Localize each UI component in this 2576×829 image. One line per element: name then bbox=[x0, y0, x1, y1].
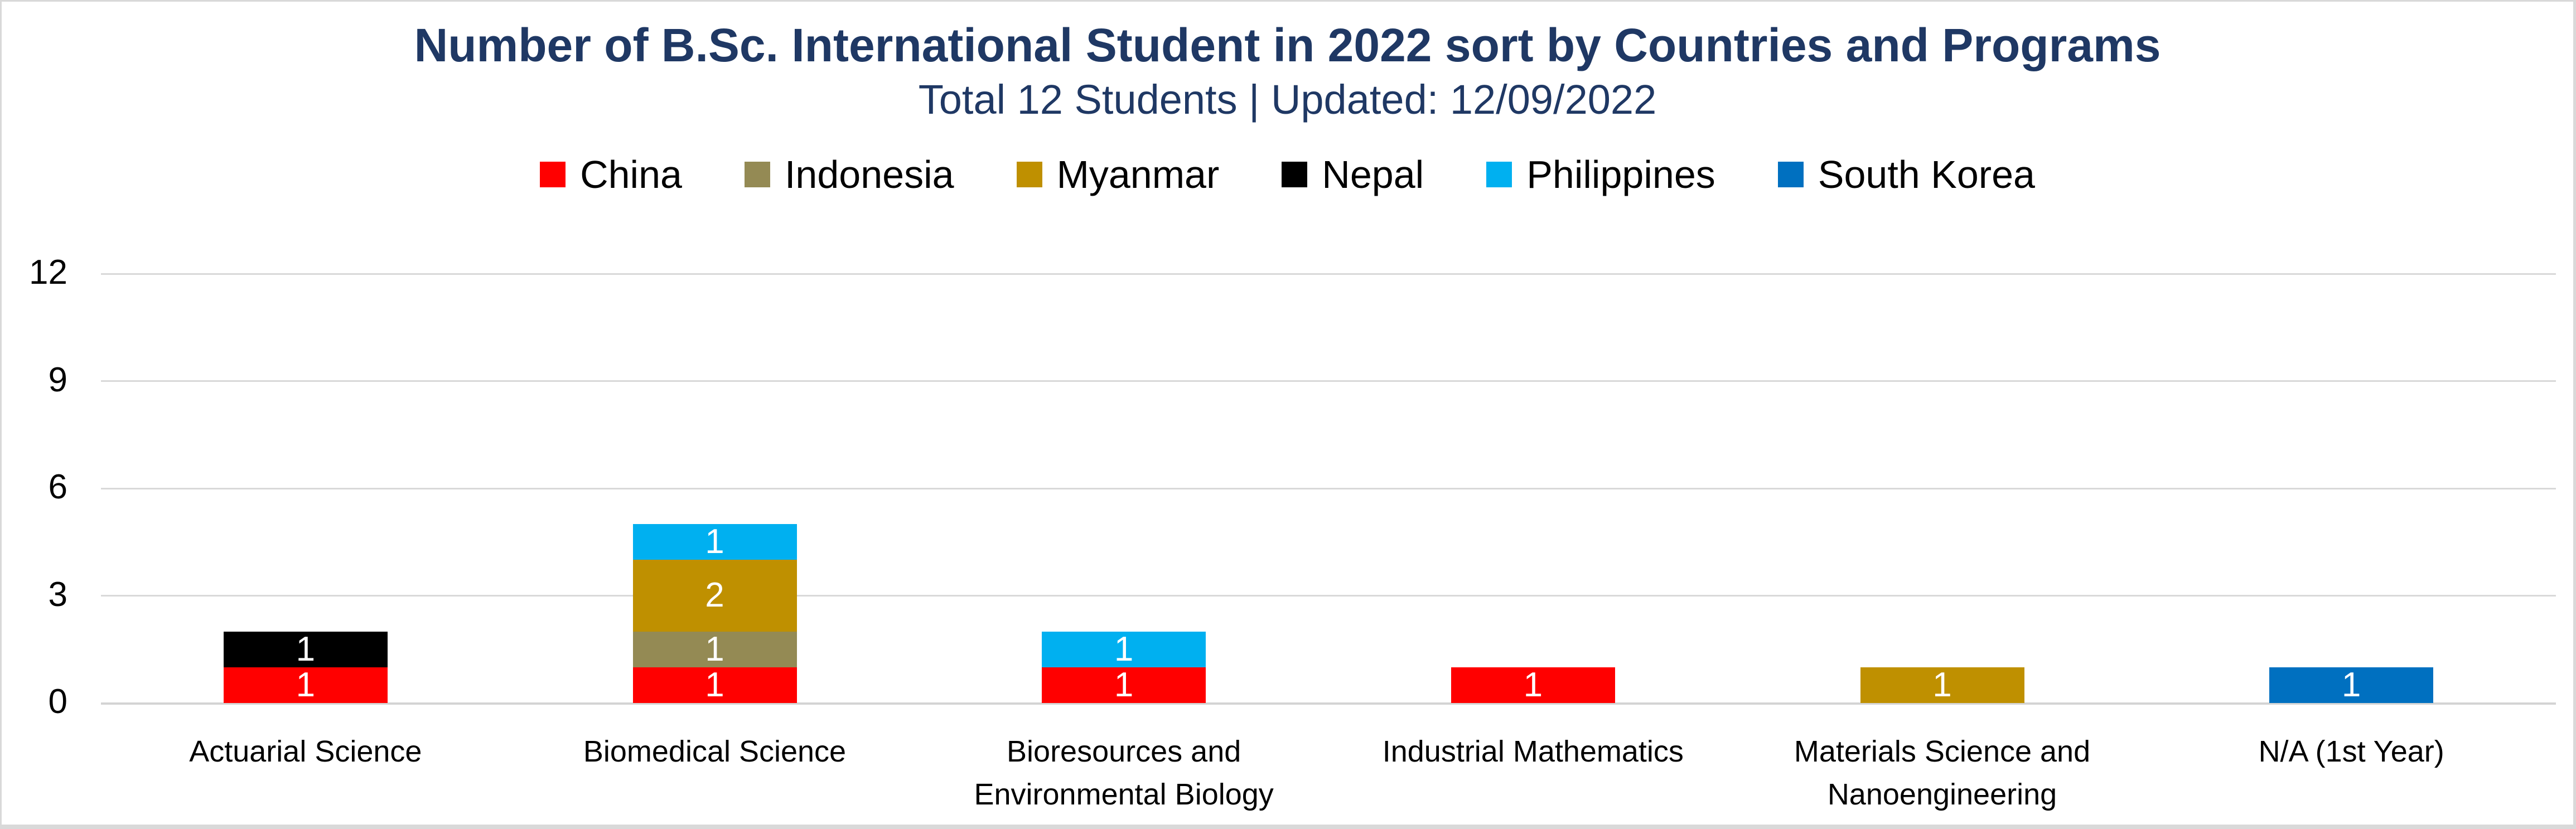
bar-value-label: 1 bbox=[705, 665, 724, 704]
bar-value-label: 1 bbox=[1932, 665, 1952, 704]
y-axis-tick-label: 6 bbox=[48, 468, 67, 506]
x-axis-category-label: Biomedical Science bbox=[583, 735, 847, 768]
bar-segment-china[interactable]: 1 bbox=[223, 665, 388, 704]
legend-label: Indonesia bbox=[784, 152, 954, 196]
legend-color-swatch-icon bbox=[744, 161, 770, 187]
legend-label: Nepal bbox=[1322, 152, 1424, 196]
bar-segment-philippines[interactable]: 1 bbox=[632, 522, 797, 561]
legend-label: Myanmar bbox=[1056, 152, 1220, 196]
bar-segment-myanmar[interactable]: 1 bbox=[1860, 667, 2024, 703]
chart-title: Number of B.Sc. International Student in… bbox=[414, 19, 2161, 71]
bar-value-label: 1 bbox=[296, 665, 316, 704]
bar-segment-indonesia[interactable]: 1 bbox=[632, 629, 797, 668]
legend-item-indonesia[interactable]: Indonesia bbox=[744, 152, 954, 197]
legend-color-swatch-icon bbox=[1282, 161, 1308, 187]
gridline bbox=[101, 380, 2556, 382]
legend-color-swatch-icon bbox=[1777, 161, 1804, 187]
bar-value-label: 1 bbox=[1114, 629, 1134, 668]
legend-color-swatch-icon bbox=[1486, 161, 1512, 187]
legend-label: South Korea bbox=[1818, 152, 2035, 196]
y-axis-tick-label: 12 bbox=[29, 253, 67, 292]
bar-segment-myanmar[interactable]: 2 bbox=[632, 560, 797, 632]
y-axis-tick-label: 3 bbox=[48, 575, 67, 614]
bar-value-label: 1 bbox=[2341, 665, 2361, 704]
bar-value-label: 2 bbox=[705, 576, 724, 615]
x-axis-category-label: Industrial Mathematics bbox=[1382, 735, 1684, 768]
bar-value-label: 1 bbox=[296, 629, 316, 668]
legend-item-philippines[interactable]: Philippines bbox=[1486, 152, 1715, 197]
x-axis-category-label: N/A (1st Year) bbox=[2258, 735, 2444, 768]
bar-value-label: 1 bbox=[1523, 665, 1543, 704]
bar-segment-south-korea[interactable]: 1 bbox=[2269, 665, 2434, 704]
x-axis-category-label: Actuarial Science bbox=[189, 735, 422, 768]
legend-color-swatch-icon bbox=[1016, 161, 1042, 187]
legend-label: China bbox=[580, 152, 682, 196]
legend-label: Philippines bbox=[1526, 152, 1715, 196]
legend: China Indonesia Myanmar Nepal Philippines Sou… bbox=[2, 152, 2573, 197]
bar-segment-china[interactable]: 1 bbox=[632, 665, 797, 704]
x-axis-category-label: Materials Science and Nanoengineering bbox=[1794, 735, 2091, 811]
bar-value-label: 1 bbox=[705, 629, 724, 668]
gridline bbox=[101, 487, 2556, 489]
gridline bbox=[101, 595, 2556, 597]
y-axis-tick-label: 0 bbox=[48, 682, 67, 721]
bar-value-label: 1 bbox=[1114, 665, 1134, 704]
legend-item-myanmar[interactable]: Myanmar bbox=[1016, 152, 1220, 197]
bar-segment-china[interactable]: 1 bbox=[1451, 667, 1615, 703]
x-axis-line bbox=[101, 702, 2556, 705]
legend-item-nepal[interactable]: Nepal bbox=[1282, 152, 1424, 197]
bar-segment-nepal[interactable]: 1 bbox=[223, 629, 388, 668]
chart-subtitle: Total 12 Students | Updated: 12/09/2022 bbox=[918, 76, 1657, 123]
gridline bbox=[101, 273, 2556, 275]
bar-segment-philippines[interactable]: 1 bbox=[1042, 629, 1206, 668]
bar-value-label: 1 bbox=[705, 522, 724, 561]
x-axis-category-label: Bioresources and Environmental Biology bbox=[974, 735, 1274, 811]
legend-color-swatch-icon bbox=[540, 161, 566, 187]
bar-segment-china[interactable]: 1 bbox=[1042, 667, 1206, 703]
legend-item-south-korea[interactable]: South Korea bbox=[1777, 152, 2035, 197]
y-axis-tick-label: 9 bbox=[48, 360, 67, 399]
legend-item-china[interactable]: China bbox=[540, 152, 682, 197]
